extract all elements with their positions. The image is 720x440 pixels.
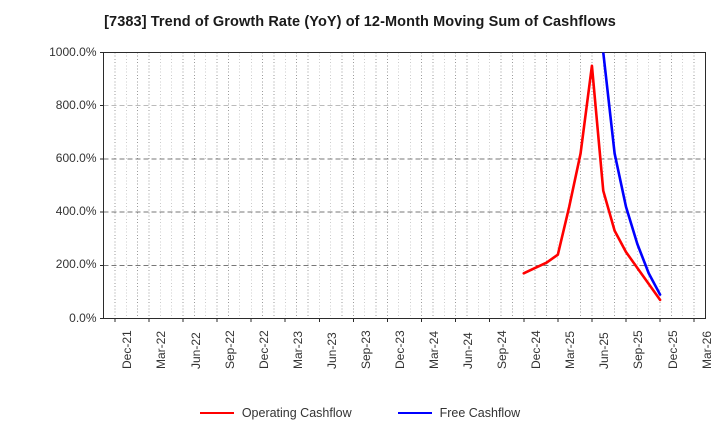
x-axis-tick-label: Sep-22: [222, 329, 237, 369]
x-axis-tick-label: Dec-22: [256, 329, 271, 369]
legend-label: Operating Cashflow: [241, 406, 352, 420]
x-axis-tick-label: Mar-24: [427, 330, 442, 369]
legend-item-operating-cashflow[interactable]: Operating Cashflow: [199, 406, 352, 420]
y-axis-tick-label: 1000.0%: [49, 44, 97, 59]
x-axis-tick-label: Dec-24: [529, 329, 544, 369]
y-axis-tick-label: 400.0%: [55, 204, 97, 219]
x-axis-tick-label: Jun-25: [597, 331, 612, 369]
series-line-operating-cashflow: [522, 64, 662, 302]
legend-label: Free Cashflow: [439, 406, 521, 420]
x-axis-tick-label: Jun-22: [188, 331, 203, 369]
x-axis-tick-label: Sep-24: [495, 329, 510, 369]
y-axis-tick-label: 0.0%: [69, 310, 97, 325]
x-axis-tick-label: Sep-25: [631, 329, 646, 369]
legend-item-free-cashflow[interactable]: Free Cashflow: [397, 406, 521, 420]
y-axis-tick-label: 200.0%: [55, 257, 97, 272]
x-axis-tick-label: Sep-23: [358, 329, 373, 369]
x-axis-tick-label: Mar-23: [290, 330, 305, 369]
y-axis-tick-label: 600.0%: [55, 150, 97, 165]
legend-line-swatch: [199, 412, 234, 414]
legend-line-swatch: [397, 412, 432, 414]
x-axis-tick-label: Dec-25: [665, 329, 680, 369]
x-axis-tick-label: Jun-24: [461, 331, 476, 369]
x-axis-tick-label: Mar-22: [154, 330, 169, 369]
chart-title: [7383] Trend of Growth Rate (YoY) of 12-…: [104, 14, 616, 30]
x-axis-tick-label: Mar-26: [699, 330, 714, 369]
x-axis-tick-label: Mar-25: [563, 330, 578, 369]
x-axis-tick-label: Dec-21: [120, 329, 135, 369]
series-line-free-cashflow: [601, 52, 662, 296]
chart-legend: Operating Cashflow Free Cashflow: [0, 406, 720, 420]
y-axis-tick-label: 800.0%: [55, 97, 97, 112]
x-axis-tick-label: Jun-23: [324, 331, 339, 369]
x-axis-tick-label: Dec-23: [392, 329, 407, 369]
